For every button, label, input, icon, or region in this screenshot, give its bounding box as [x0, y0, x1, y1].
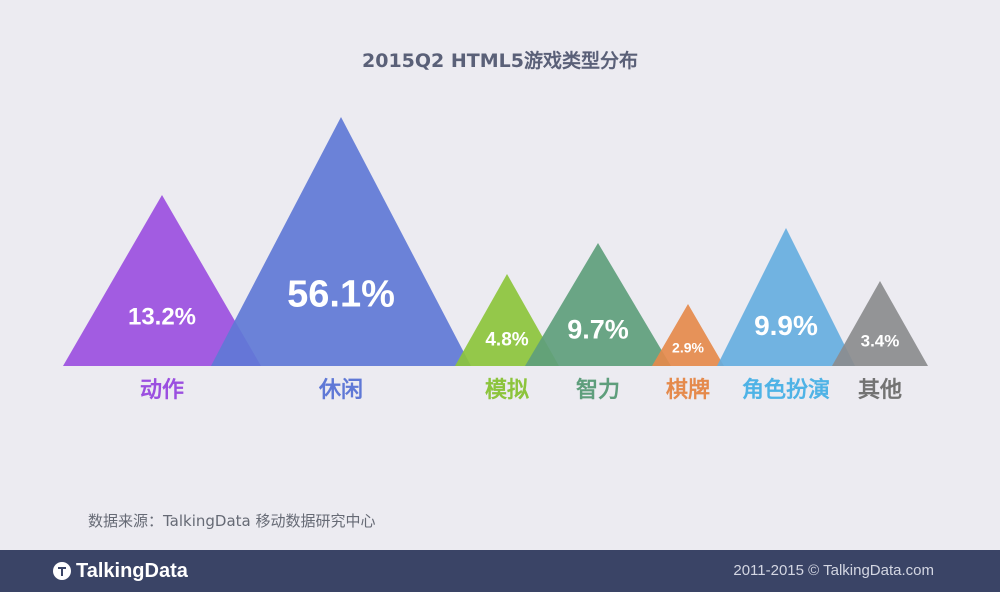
- triangle-chart: 13.2% 56.1% 4.8% 9.7% 2.9% 9.9% 3.4% 动作 休闲 模拟 智力 棋…: [63, 117, 928, 403]
- triangle-mark-1: [63, 195, 261, 366]
- category-label-1: 动作: [140, 378, 184, 403]
- value-label-7: 3.4%: [861, 332, 900, 351]
- brand-name: TalkingData: [76, 559, 188, 582]
- triangle-mark-3: [455, 274, 559, 366]
- chart-title: 2015Q2 HTML5游戏类型分布: [362, 50, 638, 72]
- triangle-mark-5: [652, 304, 724, 366]
- triangle-mark-7: [832, 281, 928, 366]
- value-label-1: 13.2%: [128, 303, 196, 330]
- value-label-2: 56.1%: [287, 273, 395, 315]
- source-note: 数据来源：TalkingData 移动数据研究中心: [88, 512, 376, 530]
- category-label-7: 其他: [858, 378, 902, 403]
- category-label-3: 模拟: [485, 378, 529, 403]
- brand-logo: TalkingData: [52, 557, 188, 585]
- triangle-mark-6: [717, 228, 855, 366]
- value-label-3: 4.8%: [485, 329, 528, 350]
- copyright-text: 2011-2015 © TalkingData.com: [733, 562, 934, 579]
- footer-bar: TalkingData 2011-2015 © TalkingData.com: [0, 550, 1000, 592]
- talkingdata-logo-icon: [53, 562, 71, 580]
- value-label-6: 9.9%: [754, 310, 818, 341]
- value-label-5: 2.9%: [672, 339, 704, 355]
- category-label-6: 角色扮演: [742, 377, 830, 403]
- category-label-5: 棋牌: [666, 377, 710, 403]
- category-label-2: 休闲: [318, 378, 363, 403]
- category-label-4: 智力: [576, 377, 620, 403]
- triangle-mark-4: [525, 243, 671, 366]
- triangle-mark-2: [211, 117, 471, 366]
- value-label-4: 9.7%: [567, 315, 629, 345]
